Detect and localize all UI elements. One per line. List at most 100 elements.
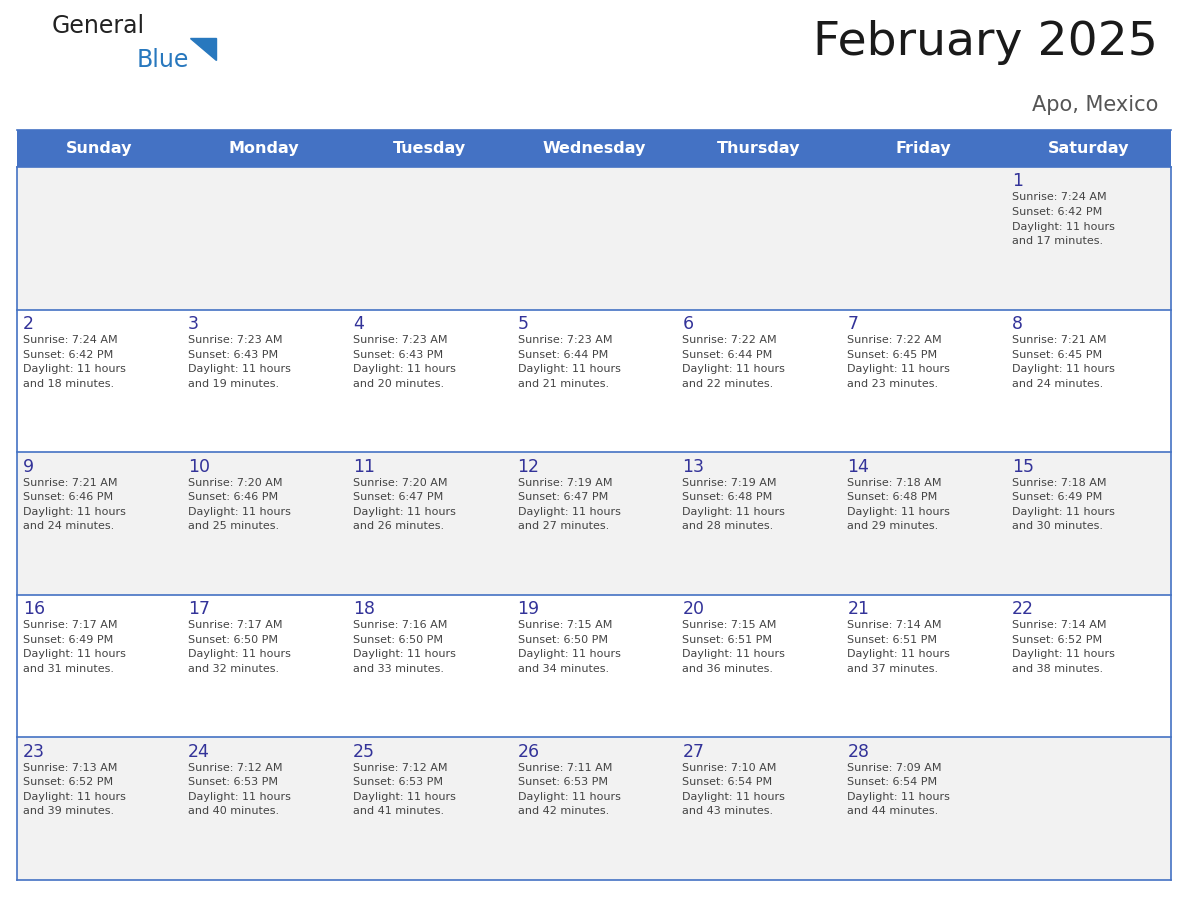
Bar [17, 130, 1171, 167]
Text: Sunset: 6:44 PM: Sunset: 6:44 PM [682, 350, 772, 360]
Text: Sunset: 6:53 PM: Sunset: 6:53 PM [353, 778, 443, 788]
Text: 26: 26 [518, 743, 539, 761]
Text: 28: 28 [847, 743, 870, 761]
Text: Sunrise: 7:10 AM: Sunrise: 7:10 AM [682, 763, 777, 773]
Text: Sunrise: 7:20 AM: Sunrise: 7:20 AM [188, 477, 283, 487]
Text: Sunrise: 7:23 AM: Sunrise: 7:23 AM [353, 335, 447, 345]
Text: Daylight: 11 hours: Daylight: 11 hours [847, 792, 950, 802]
Text: 24: 24 [188, 743, 210, 761]
Bar [17, 595, 1171, 737]
Text: Daylight: 11 hours: Daylight: 11 hours [188, 507, 291, 517]
Text: and 39 minutes.: and 39 minutes. [23, 806, 114, 816]
Text: 27: 27 [682, 743, 704, 761]
Text: Sunrise: 7:17 AM: Sunrise: 7:17 AM [188, 621, 283, 631]
Text: Sunset: 6:49 PM: Sunset: 6:49 PM [23, 635, 113, 644]
Text: Sunset: 6:43 PM: Sunset: 6:43 PM [353, 350, 443, 360]
Text: Daylight: 11 hours: Daylight: 11 hours [682, 792, 785, 802]
Text: 20: 20 [682, 600, 704, 619]
Text: Daylight: 11 hours: Daylight: 11 hours [518, 364, 620, 375]
Text: 13: 13 [682, 458, 704, 476]
Text: 17: 17 [188, 600, 210, 619]
Text: Sunset: 6:44 PM: Sunset: 6:44 PM [518, 350, 608, 360]
Text: and 30 minutes.: and 30 minutes. [1012, 521, 1104, 532]
Text: Sunset: 6:51 PM: Sunset: 6:51 PM [682, 635, 772, 644]
Text: 10: 10 [188, 458, 210, 476]
Text: and 23 minutes.: and 23 minutes. [847, 378, 939, 388]
Text: and 41 minutes.: and 41 minutes. [353, 806, 444, 816]
Text: 6: 6 [682, 315, 694, 333]
Text: Sunset: 6:53 PM: Sunset: 6:53 PM [518, 778, 607, 788]
Text: Sunset: 6:42 PM: Sunset: 6:42 PM [1012, 207, 1102, 217]
Text: and 25 minutes.: and 25 minutes. [188, 521, 279, 532]
Text: Sunrise: 7:21 AM: Sunrise: 7:21 AM [1012, 335, 1107, 345]
Text: Saturday: Saturday [1048, 141, 1130, 156]
Text: Daylight: 11 hours: Daylight: 11 hours [518, 792, 620, 802]
Text: Sunrise: 7:17 AM: Sunrise: 7:17 AM [23, 621, 118, 631]
Text: Sunset: 6:47 PM: Sunset: 6:47 PM [518, 492, 608, 502]
Text: and 29 minutes.: and 29 minutes. [847, 521, 939, 532]
Text: Sunrise: 7:16 AM: Sunrise: 7:16 AM [353, 621, 447, 631]
Text: Sunrise: 7:18 AM: Sunrise: 7:18 AM [1012, 477, 1107, 487]
Text: Sunset: 6:45 PM: Sunset: 6:45 PM [847, 350, 937, 360]
Text: Daylight: 11 hours: Daylight: 11 hours [518, 507, 620, 517]
Text: Sunset: 6:49 PM: Sunset: 6:49 PM [1012, 492, 1102, 502]
Text: 9: 9 [23, 458, 34, 476]
Text: Wednesday: Wednesday [542, 141, 646, 156]
Text: Apo, Mexico: Apo, Mexico [1031, 95, 1158, 115]
Text: and 19 minutes.: and 19 minutes. [188, 378, 279, 388]
Text: Sunrise: 7:19 AM: Sunrise: 7:19 AM [682, 477, 777, 487]
Text: Daylight: 11 hours: Daylight: 11 hours [682, 507, 785, 517]
Text: Daylight: 11 hours: Daylight: 11 hours [23, 792, 126, 802]
Text: Sunrise: 7:24 AM: Sunrise: 7:24 AM [23, 335, 118, 345]
Text: and 33 minutes.: and 33 minutes. [353, 664, 443, 674]
Text: and 24 minutes.: and 24 minutes. [23, 521, 114, 532]
Text: Sunday: Sunday [67, 141, 133, 156]
Text: and 24 minutes.: and 24 minutes. [1012, 378, 1104, 388]
Text: and 38 minutes.: and 38 minutes. [1012, 664, 1104, 674]
Text: Daylight: 11 hours: Daylight: 11 hours [847, 507, 950, 517]
Text: Sunrise: 7:12 AM: Sunrise: 7:12 AM [188, 763, 283, 773]
Text: 14: 14 [847, 458, 870, 476]
Text: Daylight: 11 hours: Daylight: 11 hours [1012, 364, 1116, 375]
Text: Daylight: 11 hours: Daylight: 11 hours [353, 507, 455, 517]
Text: Sunrise: 7:13 AM: Sunrise: 7:13 AM [23, 763, 118, 773]
Text: Sunset: 6:50 PM: Sunset: 6:50 PM [518, 635, 607, 644]
Text: 18: 18 [353, 600, 374, 619]
Text: Sunset: 6:46 PM: Sunset: 6:46 PM [23, 492, 113, 502]
Text: 11: 11 [353, 458, 374, 476]
Text: 23: 23 [23, 743, 45, 761]
Text: Daylight: 11 hours: Daylight: 11 hours [23, 364, 126, 375]
Text: 5: 5 [518, 315, 529, 333]
Text: Sunset: 6:43 PM: Sunset: 6:43 PM [188, 350, 278, 360]
Text: and 34 minutes.: and 34 minutes. [518, 664, 608, 674]
Text: 3: 3 [188, 315, 198, 333]
Text: General: General [52, 14, 145, 38]
Text: 16: 16 [23, 600, 45, 619]
Text: Daylight: 11 hours: Daylight: 11 hours [1012, 221, 1116, 231]
Text: and 21 minutes.: and 21 minutes. [518, 378, 608, 388]
Text: Daylight: 11 hours: Daylight: 11 hours [847, 364, 950, 375]
Text: Sunrise: 7:24 AM: Sunrise: 7:24 AM [1012, 193, 1107, 203]
Text: and 32 minutes.: and 32 minutes. [188, 664, 279, 674]
Text: Daylight: 11 hours: Daylight: 11 hours [188, 649, 291, 659]
Text: Sunset: 6:52 PM: Sunset: 6:52 PM [23, 778, 113, 788]
Text: Sunset: 6:53 PM: Sunset: 6:53 PM [188, 778, 278, 788]
Bar [17, 737, 1171, 880]
Text: Daylight: 11 hours: Daylight: 11 hours [353, 364, 455, 375]
Bar [17, 309, 1171, 453]
Text: Daylight: 11 hours: Daylight: 11 hours [353, 649, 455, 659]
Text: Sunset: 6:46 PM: Sunset: 6:46 PM [188, 492, 278, 502]
Text: 4: 4 [353, 315, 364, 333]
Text: and 31 minutes.: and 31 minutes. [23, 664, 114, 674]
Text: Sunset: 6:45 PM: Sunset: 6:45 PM [1012, 350, 1102, 360]
Text: 25: 25 [353, 743, 374, 761]
Text: Sunset: 6:54 PM: Sunset: 6:54 PM [847, 778, 937, 788]
Text: Sunrise: 7:18 AM: Sunrise: 7:18 AM [847, 477, 942, 487]
Text: Daylight: 11 hours: Daylight: 11 hours [682, 364, 785, 375]
Text: Friday: Friday [896, 141, 952, 156]
Text: Sunset: 6:47 PM: Sunset: 6:47 PM [353, 492, 443, 502]
Text: Daylight: 11 hours: Daylight: 11 hours [23, 507, 126, 517]
Text: Daylight: 11 hours: Daylight: 11 hours [1012, 507, 1116, 517]
Text: 22: 22 [1012, 600, 1034, 619]
Text: Sunrise: 7:14 AM: Sunrise: 7:14 AM [1012, 621, 1107, 631]
